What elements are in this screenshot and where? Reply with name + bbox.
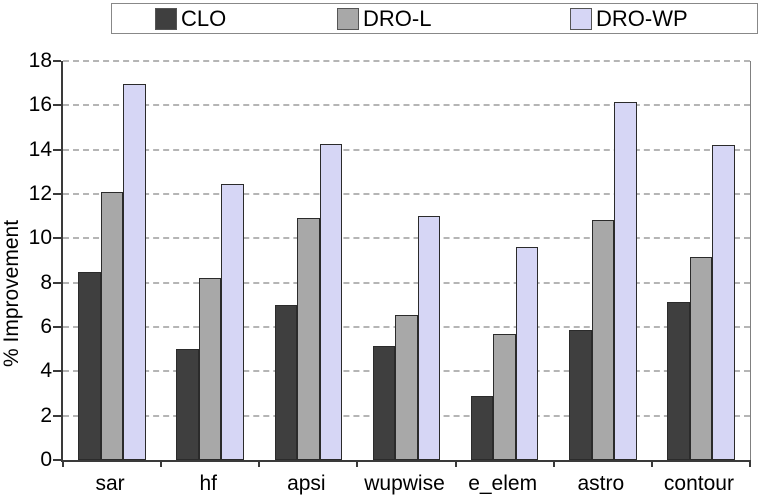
legend-swatch-clo [155,7,177,30]
gridline-y14 [63,148,750,151]
legend-entry-dro-l: DRO-L [337,4,431,33]
y-tick-mark-12 [53,193,61,195]
y-tick-mark-2 [53,414,61,417]
gridline-y12 [63,193,750,195]
bar-DRO-L-hf [198,278,222,460]
y-tick-label-14: 14 [28,137,52,161]
y-tick-mark-8 [53,281,61,284]
bar-DRO-L-wupwise [395,314,418,460]
x-category-label-e_elem: e_elem [468,472,538,495]
y-tick-label-10: 10 [28,226,52,250]
x-category-label-apsi: apsi [287,472,326,495]
bar-DRO-WP-hf [221,184,244,460]
legend-swatch-dro-l [337,7,359,30]
x-tick-mark-5 [552,460,555,467]
bar-DRO-WP-apsi [319,144,343,460]
bar-DRO-WP-e_elem [515,247,539,460]
legend-label-clo: CLO [181,6,227,31]
bar-CLO-hf [176,349,199,460]
y-tick-mark-4 [53,370,61,373]
legend-label-dro-l: DRO-L [363,6,432,31]
gridline-y18 [63,60,750,62]
x-tick-mark-3 [356,460,359,467]
y-tick-label-2: 2 [40,403,52,427]
y-tick-label-4: 4 [40,359,52,383]
bar-CLO-sar [78,271,101,460]
bar-DRO-L-astro [591,219,615,460]
legend-entry-clo: CLO [155,4,226,33]
bar-DRO-WP-wupwise [417,216,441,460]
x-tick-mark-1 [160,460,163,467]
y-tick-mark-10 [53,237,61,240]
bar-CLO-wupwise [372,345,396,460]
x-tick-mark-6 [650,460,653,467]
x-tick-mark-0 [62,460,64,467]
plot-area [53,60,751,467]
x-tick-mark-4 [454,460,457,467]
x-tick-mark-7 [749,460,751,467]
y-tick-label-0: 0 [40,448,52,471]
bar-DRO-L-apsi [297,218,320,460]
y-tick-mark-6 [53,326,61,328]
bar-CLO-apsi [274,304,298,460]
bar-DRO-WP-sar [123,84,146,460]
x-category-label-hf: hf [199,472,217,495]
bar-CLO-e_elem [470,395,494,460]
y-tick-label-16: 16 [28,93,52,117]
y-tick-mark-0 [53,459,61,461]
x-category-label-wupwise: wupwise [364,472,445,495]
legend-swatch-dro-wp [570,7,592,30]
bar-CLO-astro [569,330,592,460]
x-category-label-astro: astro [577,472,625,495]
gridline-y16 [63,104,750,107]
legend-label-dro-wp: DRO-WP [596,6,688,31]
x-category-label-sar: sar [95,472,125,495]
bar-CLO-contour [667,301,690,460]
gridline-y10 [63,237,750,240]
bar-DRO-WP-contour [712,145,735,460]
legend-entry-dro-wp: DRO-WP [570,4,688,33]
bar-DRO-WP-astro [614,102,637,460]
legend: CLO DRO-L DRO-WP [111,3,758,34]
y-tick-label-18: 18 [28,49,52,72]
y-tick-label-6: 6 [40,315,52,338]
bar-DRO-L-sar [100,191,124,460]
x-tick-mark-2 [258,460,261,467]
y-tick-mark-14 [53,148,61,151]
y-tick-label-8: 8 [40,270,52,294]
bar-DRO-L-contour [689,257,713,460]
y-tick-mark-18 [53,60,61,62]
bar-DRO-L-e_elem [493,333,516,460]
x-category-label-contour: contour [663,472,734,495]
gridline-y8 [63,281,750,284]
y-tick-label-12: 12 [28,182,52,205]
y-tick-mark-16 [53,104,61,107]
